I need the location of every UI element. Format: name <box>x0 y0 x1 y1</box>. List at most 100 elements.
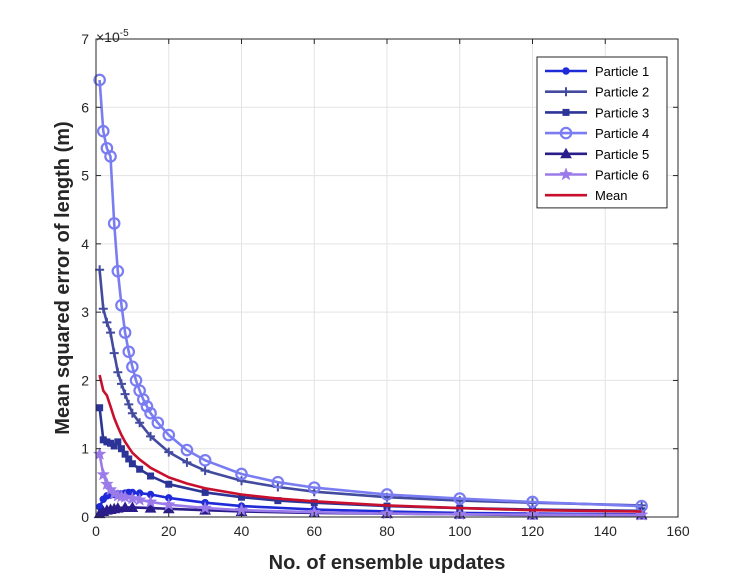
data-point <box>120 389 130 399</box>
data-point <box>634 507 649 521</box>
data-point <box>115 299 128 312</box>
legend-marker <box>559 126 573 140</box>
legend-entry: Particle 2 <box>545 85 649 100</box>
data-point <box>307 481 321 494</box>
y-tick-label: 3 <box>81 304 89 320</box>
legend-label: Particle 4 <box>595 126 649 141</box>
legend-marker <box>561 87 571 97</box>
data-point <box>122 345 136 359</box>
y-exponent-label: ×10-5 <box>96 28 129 45</box>
legend-marker <box>559 167 573 181</box>
legend-marker <box>562 67 570 75</box>
legend-entry: Mean <box>545 188 628 203</box>
y-tick-label: 4 <box>81 236 89 252</box>
data-point <box>126 501 139 512</box>
data-point <box>118 326 132 339</box>
legend-label: Particle 1 <box>595 64 649 79</box>
data-point <box>118 489 132 504</box>
legend-entry: Particle 3 <box>545 105 649 120</box>
data-point <box>162 428 176 442</box>
x-axis-label: No. of ensemble updates <box>269 552 506 574</box>
data-point <box>119 501 131 512</box>
x-tick-label: 160 <box>666 523 690 539</box>
legend-marker <box>560 147 572 159</box>
data-point <box>102 317 112 327</box>
data-point <box>116 379 126 389</box>
legend-entry: Particle 5 <box>545 147 649 162</box>
data-point <box>237 476 246 486</box>
series-line <box>98 269 642 507</box>
axes <box>95 38 679 518</box>
data-point <box>114 438 122 446</box>
tick-labels: 0 20 40 60 80 100 120 140 160 0 1 2 3 4 5 6 7 <box>81 31 690 539</box>
x-tick-label: 80 <box>379 523 395 539</box>
legend-label: Particle 2 <box>595 85 649 100</box>
data-point <box>271 475 285 489</box>
data-point <box>200 466 210 476</box>
data-point <box>143 494 158 508</box>
legend-label: Mean <box>595 188 628 203</box>
data-point <box>144 502 157 513</box>
data-point <box>95 265 105 275</box>
data-point <box>526 495 539 509</box>
data-point <box>136 465 144 473</box>
data-point <box>198 500 212 514</box>
legend-entry: Particle 4 <box>545 126 649 141</box>
legend-label: Particle 3 <box>595 105 649 120</box>
x-tick-label: 0 <box>92 523 100 539</box>
x-tick-label: 100 <box>448 523 472 539</box>
legend-marker <box>562 108 570 116</box>
data-point <box>144 406 157 420</box>
data-point <box>146 431 156 441</box>
data-point <box>380 488 394 501</box>
data-point <box>180 443 194 457</box>
data-point <box>100 476 114 491</box>
data-point <box>96 467 111 481</box>
data-point <box>117 445 125 453</box>
y-tick-label: 0 <box>81 509 89 525</box>
data-point <box>98 304 108 314</box>
y-tick-label: 2 <box>81 372 89 388</box>
x-tick-label: 40 <box>234 523 250 539</box>
y-tick-label: 1 <box>81 441 89 457</box>
data-point <box>127 408 137 418</box>
legend-entry: Particle 6 <box>545 167 649 183</box>
y-axis-label: Mean squared error of length (m) <box>52 121 74 434</box>
data-point <box>113 367 123 377</box>
legend: Particle 1 Particle 2 Particle 3 Particle 4… <box>536 56 668 209</box>
data-point <box>140 400 154 413</box>
data-point <box>147 472 155 480</box>
data-point <box>121 450 129 458</box>
legend-label: Particle 5 <box>595 147 649 162</box>
data-point <box>132 492 147 506</box>
data-point <box>161 497 176 511</box>
x-tick-label: 140 <box>594 523 618 539</box>
data-point <box>104 150 117 163</box>
data-point <box>111 502 124 513</box>
data-point <box>164 447 174 457</box>
data-point <box>107 217 121 230</box>
data-point <box>93 73 106 87</box>
data-point <box>125 455 133 463</box>
data-point <box>125 491 140 505</box>
x-tick-label: 60 <box>306 523 322 539</box>
data-point <box>124 399 134 409</box>
data-point <box>198 454 212 467</box>
data-point <box>126 360 139 374</box>
data-point <box>109 348 119 358</box>
data-point <box>165 480 173 488</box>
data-point <box>128 460 136 468</box>
data-point <box>151 416 165 430</box>
y-tick-label: 6 <box>81 99 89 115</box>
data-point <box>106 328 116 338</box>
data-point <box>182 457 192 467</box>
x-tick-label: 20 <box>161 523 177 539</box>
data-point <box>201 488 209 496</box>
series-line <box>98 374 642 513</box>
data-point <box>96 404 104 412</box>
legend-entry: Particle 1 <box>545 64 649 79</box>
y-tick-label: 5 <box>81 168 89 184</box>
data-point <box>111 264 125 278</box>
data-point <box>136 393 150 406</box>
